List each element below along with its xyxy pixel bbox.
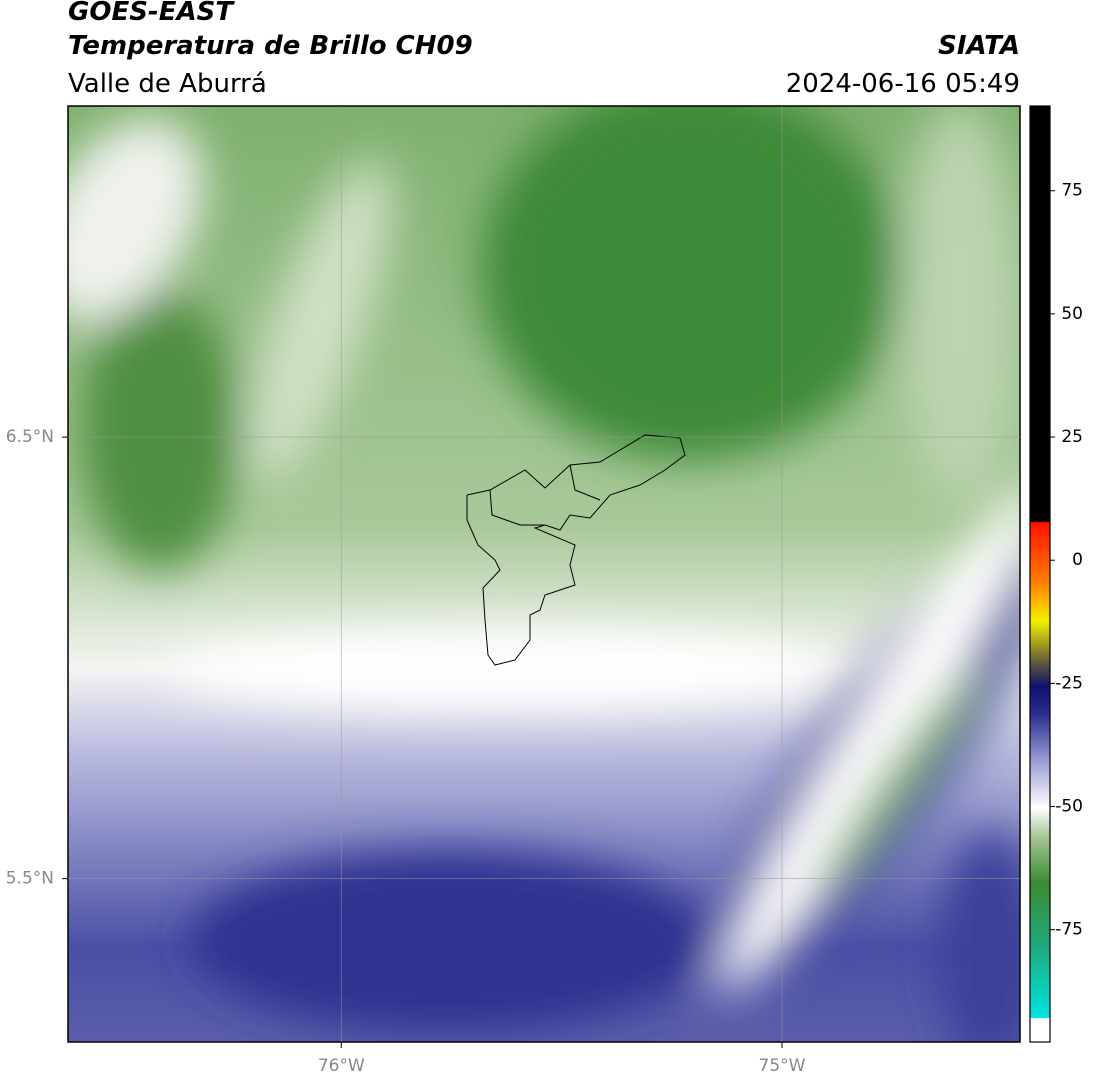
- agency: SIATA: [938, 31, 1020, 61]
- lat-tick-label: 5.5°N: [6, 869, 54, 889]
- colorbar-tick-label: -50: [1055, 797, 1083, 817]
- lon-tick-label: 76°W: [318, 1056, 365, 1076]
- map-field: [68, 106, 1020, 1042]
- colorbar-tick-label: 50: [1061, 304, 1083, 324]
- subtitle: Temperatura de Brillo CH09: [68, 31, 473, 61]
- colorbar-tick-label: -25: [1055, 673, 1083, 693]
- lon-tick-label: 75°W: [759, 1056, 806, 1076]
- lat-tick-label: 6.5°N: [6, 427, 54, 447]
- map-frame: [67, 105, 1021, 1043]
- colorbar-tick-label: 75: [1061, 181, 1083, 201]
- region: Valle de Aburrá: [68, 69, 267, 99]
- colorbar-tick-label: 25: [1061, 427, 1083, 447]
- datetime: 2024-06-16 05:49: [786, 69, 1020, 99]
- colorbar-tick-label: -75: [1055, 920, 1083, 940]
- title: GOES-EAST: [68, 0, 235, 27]
- colorbar-tick-label: 0: [1072, 550, 1083, 570]
- colorbar: [1029, 105, 1051, 1043]
